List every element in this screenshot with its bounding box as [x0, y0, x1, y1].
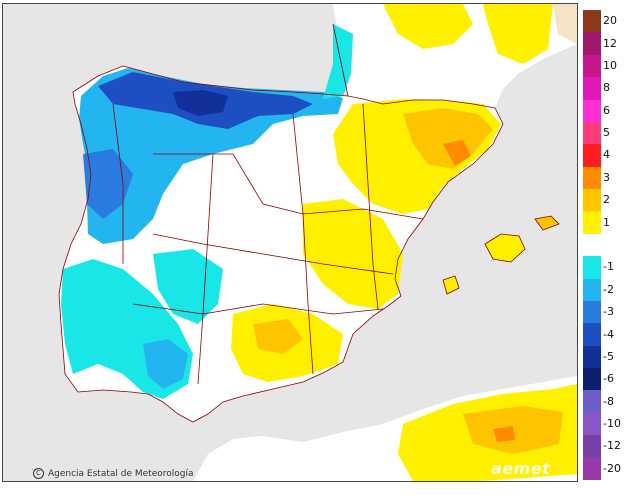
cold-anomaly-deep — [173, 90, 228, 116]
legend-tick-label: -1 — [603, 260, 614, 274]
legend-tick-label: -4 — [603, 327, 614, 341]
legend-tick-label: -5 — [603, 349, 614, 363]
legend-swatch — [583, 368, 601, 391]
legend-swatch — [583, 323, 601, 347]
legend-tick-label: 3 — [603, 170, 610, 184]
legend-swatch — [583, 211, 601, 235]
legend-swatch — [583, 166, 601, 190]
legend-swatch — [583, 412, 601, 436]
warm-anomaly-andalucia-core — [253, 319, 303, 354]
menorca — [535, 216, 559, 230]
warm-anomaly-east — [303, 199, 403, 309]
legend-tick-label: -2 — [603, 282, 614, 296]
legend-tick-label: -8 — [603, 394, 614, 408]
legend-swatch — [583, 345, 601, 369]
ibiza — [443, 276, 459, 294]
credit-line: C Agencia Estatal de Meteorología — [33, 468, 194, 479]
legend-tick-label: 8 — [603, 81, 610, 95]
cold-anomaly-southwest — [143, 339, 188, 389]
legend-swatch — [583, 390, 601, 414]
tan-region-ne — [553, 4, 577, 44]
cyan-band-north — [323, 24, 353, 99]
legend-swatch — [583, 99, 601, 123]
warm-anomaly-africa-hot — [493, 426, 515, 442]
legend-tick-label: 1 — [603, 215, 610, 229]
aemet-watermark: aemet — [491, 459, 551, 478]
legend-tick-label: 5 — [603, 126, 610, 140]
legend-tick-label: 20 — [603, 14, 617, 28]
legend-swatch — [583, 77, 601, 101]
legend-swatch — [583, 189, 601, 212]
legend-swatch — [583, 121, 601, 145]
map-canvas — [58, 4, 577, 481]
legend-swatch — [583, 300, 601, 324]
copyright-icon: C — [33, 468, 44, 479]
warm-anomaly-france-east — [483, 4, 553, 64]
regional-borders — [58, 23, 560, 423]
anomaly-map: C Agencia Estatal de Meteorología aemet — [2, 3, 578, 482]
mallorca — [485, 234, 525, 262]
legend-tick-label: 2 — [603, 193, 610, 207]
warm-anomaly-hotspot — [443, 140, 471, 166]
legend-tick-label: 12 — [603, 36, 617, 50]
legend-tick-label: 4 — [603, 148, 610, 162]
legend-tick-label: -12 — [603, 439, 621, 453]
legend-swatch — [583, 10, 601, 33]
legend-tick-label: 6 — [603, 103, 610, 117]
legend-swatch — [583, 457, 601, 481]
legend-tick-label: -10 — [603, 417, 621, 431]
warm-anomaly-catalonia — [403, 108, 493, 169]
legend-swatch — [583, 144, 601, 168]
color-legend: 20 12 10 8 6 5 4 3 2 1 -1 -2 -3 -4 -5 -6 -8 -10 -12 -20 — [583, 10, 630, 481]
warm-anomaly-france — [383, 4, 473, 49]
legend-swatch — [583, 256, 601, 280]
legend-swatch — [583, 54, 601, 78]
legend-swatch — [583, 278, 601, 302]
credit-text: Agencia Estatal de Meteorología — [48, 469, 194, 479]
legend-tick-label: -6 — [603, 372, 614, 386]
legend-tick-label: -3 — [603, 305, 614, 319]
legend-tick-label: -20 — [603, 461, 621, 475]
legend-swatch — [583, 435, 601, 459]
legend-swatch — [583, 233, 601, 257]
legend-swatch — [583, 32, 601, 56]
legend-tick-label: 10 — [603, 58, 617, 72]
